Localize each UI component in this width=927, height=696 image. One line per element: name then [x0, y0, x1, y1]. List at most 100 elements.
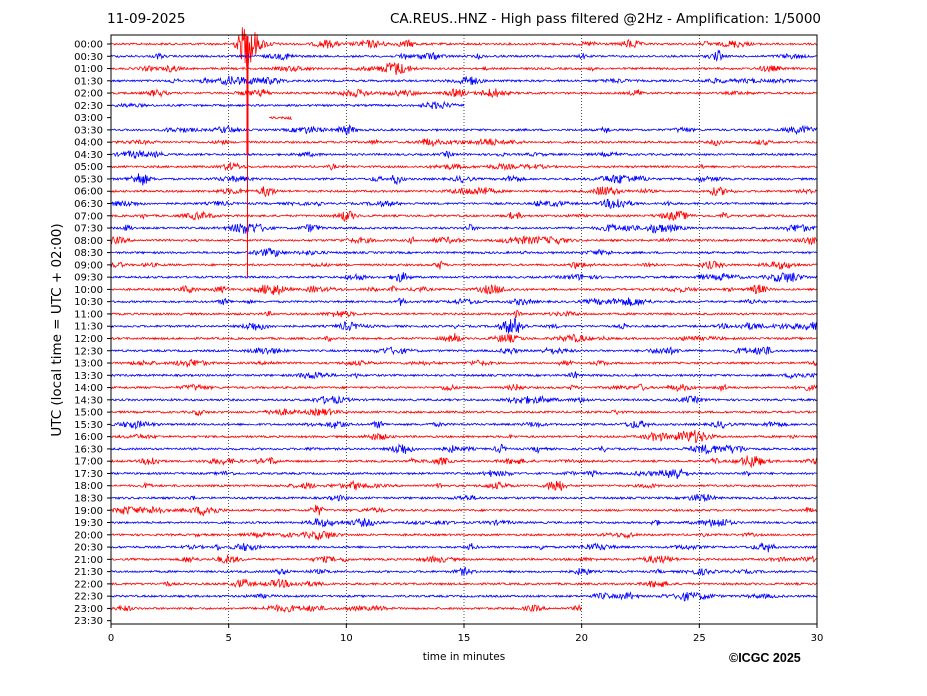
y-tick-label: 20:00 — [74, 530, 103, 541]
trace-1130 — [110, 317, 818, 334]
y-tick-label: 16:00 — [74, 432, 103, 443]
trace-2030 — [110, 541, 818, 553]
trace-0430 — [110, 149, 818, 160]
x-tick-label: 20 — [575, 633, 588, 644]
y-tick-label: 08:00 — [74, 236, 103, 247]
y-tick-label: 06:00 — [74, 187, 103, 198]
trace-0800 — [110, 235, 818, 246]
trace-1500 — [110, 407, 818, 417]
trace-0300 — [269, 117, 817, 120]
chart-title: CA.REUS..HNZ - High pass filtered @2Hz -… — [389, 11, 821, 27]
y-tick-label: 12:30 — [74, 346, 103, 357]
trace-1700 — [110, 455, 818, 469]
date-label: 11-09-2025 — [107, 11, 186, 27]
trace-1530 — [110, 420, 818, 430]
trace-1600 — [110, 429, 818, 443]
y-tick-label: 10:30 — [74, 297, 103, 308]
y-tick-label: 15:30 — [74, 420, 103, 431]
y-tick-label: 18:30 — [74, 493, 103, 504]
x-tick-label: 0 — [108, 633, 114, 644]
y-tick-label: 21:30 — [74, 567, 103, 578]
y-tick-label: 09:30 — [74, 273, 103, 284]
y-tick-label: 22:30 — [74, 592, 103, 603]
y-tick-label: 08:30 — [74, 248, 103, 259]
y-tick-label: 17:00 — [74, 457, 103, 468]
trace-1300 — [111, 358, 818, 368]
trace-1400 — [110, 383, 818, 393]
y-tick-label: 00:30 — [74, 52, 103, 63]
trace-0630 — [110, 198, 818, 209]
trace-1200 — [110, 333, 818, 343]
y-tick-label: 20:30 — [74, 543, 103, 554]
y-tick-label: 03:00 — [74, 113, 103, 124]
x-tick-label: 10 — [340, 633, 353, 644]
trace-0700 — [110, 210, 818, 222]
trace-0330 — [110, 124, 818, 136]
trace-0600 — [110, 186, 818, 198]
trace-2100 — [110, 554, 818, 565]
trace-0200 — [110, 88, 818, 99]
trace-1630 — [110, 443, 818, 456]
y-tick-label: 05:30 — [74, 174, 103, 185]
trace-1900 — [110, 504, 818, 517]
y-tick-label: 06:30 — [74, 199, 103, 210]
seismic-traces — [111, 27, 817, 620]
trace-2200 — [110, 578, 818, 589]
plot-frame — [110, 34, 818, 625]
y-tick-label: 07:30 — [74, 224, 103, 235]
y-tick-label: 15:00 — [74, 408, 103, 419]
trace-1000 — [110, 284, 818, 296]
copyright: ©ICGC 2025 — [729, 651, 801, 665]
trace-2230 — [110, 591, 818, 602]
y-tick-label: 00:00 — [74, 40, 103, 51]
y-tick-label: 16:30 — [74, 444, 103, 455]
trace-1100 — [110, 309, 818, 319]
y-tick-label: 05:00 — [74, 162, 103, 173]
x-tick-label: 15 — [458, 633, 471, 644]
y-tick-label: 03:30 — [74, 125, 103, 136]
y-tick-label: 11:30 — [74, 322, 103, 333]
trace-0030 — [110, 49, 818, 63]
y-tick-label: 02:30 — [74, 101, 103, 112]
y-tick-label: 13:00 — [74, 359, 103, 370]
y-tick-label: 01:30 — [74, 76, 103, 87]
trace-0000 — [111, 27, 818, 70]
trace-1830 — [110, 493, 818, 502]
x-axis-label: time in minutes — [422, 651, 506, 663]
y-tick-label: 04:30 — [74, 150, 103, 161]
trace-0500 — [110, 161, 818, 172]
x-tick-label: 5 — [225, 633, 231, 644]
y-tick-label: 17:30 — [74, 469, 103, 480]
y-tick-label: 11:00 — [74, 309, 103, 320]
y-tick-label: 10:00 — [74, 285, 103, 296]
trace-2000 — [110, 530, 818, 541]
trace-0530 — [110, 173, 818, 186]
x-tick-label: 30 — [811, 633, 824, 644]
trace-1430 — [110, 394, 818, 405]
y-tick-label: 18:00 — [74, 481, 103, 492]
y-tick-label: 19:00 — [74, 506, 103, 517]
y-tick-label: 09:00 — [74, 260, 103, 271]
trace-1230 — [110, 346, 817, 356]
y-tick-label: 12:00 — [74, 334, 103, 345]
trace-2130 — [110, 566, 818, 576]
trace-0830 — [110, 247, 818, 258]
x-tick-label: 25 — [693, 633, 706, 644]
x-axis-ticks: 0 5 10 15 20 25 30 — [108, 624, 824, 644]
y-tick-label: 01:00 — [74, 64, 103, 75]
y-tick-label: 19:30 — [74, 518, 103, 529]
trace-1330 — [110, 371, 818, 380]
y-tick-label: 21:00 — [74, 555, 103, 566]
trace-0930 — [110, 272, 818, 283]
y-tick-label: 22:00 — [74, 579, 103, 590]
y-tick-label: 23:30 — [74, 616, 103, 627]
trace-2300 — [111, 605, 817, 612]
trace-1930 — [110, 517, 818, 528]
trace-1800 — [110, 479, 818, 491]
trace-1030 — [111, 297, 818, 307]
y-tick-label: 04:00 — [74, 138, 103, 149]
y-tick-label: 07:00 — [74, 211, 103, 222]
trace-0400 — [110, 138, 818, 148]
